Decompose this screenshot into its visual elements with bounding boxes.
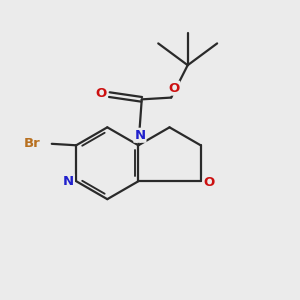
Text: O: O <box>204 176 215 189</box>
Text: N: N <box>63 175 74 188</box>
Text: Br: Br <box>24 137 41 150</box>
Text: N: N <box>134 129 146 142</box>
Text: O: O <box>168 82 179 94</box>
Text: O: O <box>95 87 106 100</box>
